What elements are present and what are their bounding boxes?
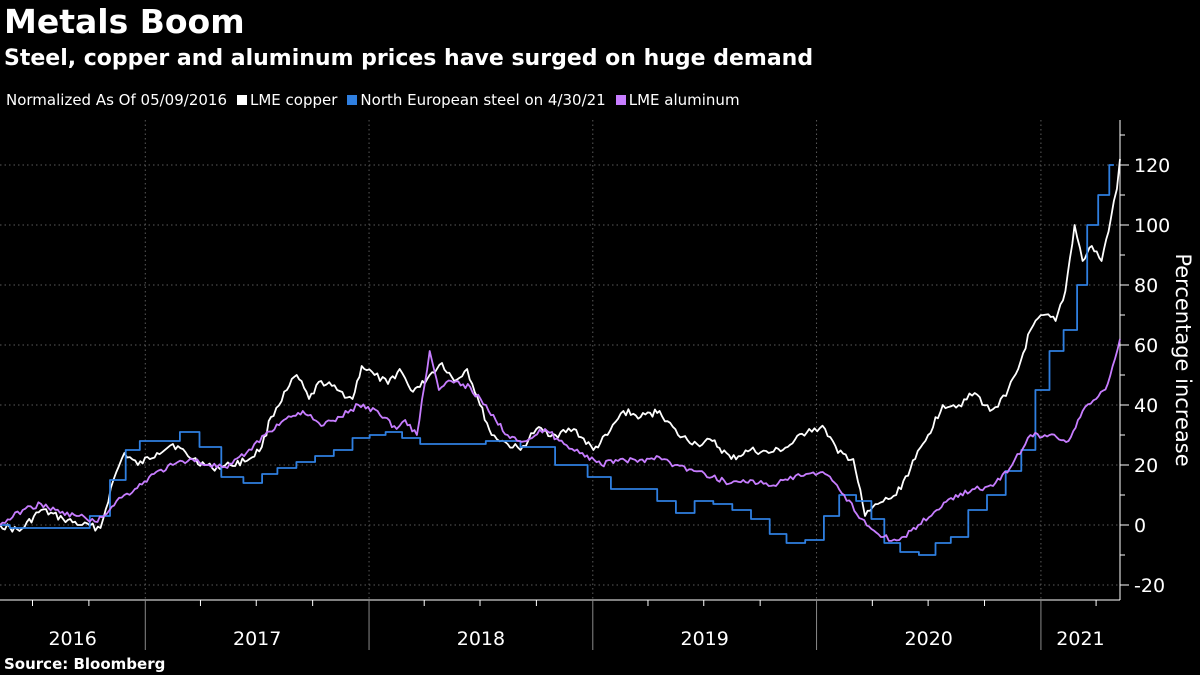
- legend-swatch-steel: [347, 95, 358, 105]
- x-tick-label-4: 2020: [905, 628, 953, 650]
- source-note: Source: Bloomberg: [4, 655, 166, 673]
- y-tick-label-3: 40: [1134, 395, 1158, 417]
- legend: Normalized As Of 05/09/2016 LME copper N…: [6, 90, 750, 110]
- y-tick-label-5: 80: [1134, 275, 1158, 297]
- x-tick-label-0: 2016: [48, 628, 96, 650]
- y-tick-label-4: 60: [1134, 335, 1158, 357]
- x-tick-label-2: 2018: [457, 628, 505, 650]
- series-lines: [0, 158, 1121, 556]
- chart-subtitle: Steel, copper and aluminum prices have s…: [4, 46, 814, 71]
- y-tick-label-2: 20: [1134, 455, 1158, 477]
- legend-swatch-aluminum: [615, 95, 626, 105]
- x-tick-label-1: 2017: [233, 628, 281, 650]
- y-axis-label: Percentage increase: [1171, 253, 1195, 467]
- gridlines: [0, 120, 1120, 600]
- y-tick-label-7: 120: [1134, 155, 1170, 177]
- y-tick-label-6: 100: [1134, 215, 1170, 237]
- x-tick-label-3: 2019: [680, 628, 728, 650]
- axes: -20 0 20 40 60 80 100 120 2016 2017 2018 2019 2020 20…: [0, 120, 1170, 650]
- x-tick-label-5: 2021: [1056, 628, 1104, 650]
- legend-entry-copper: LME copper: [237, 90, 337, 110]
- chart-title: Metals Boom: [4, 2, 245, 41]
- legend-entry-aluminum: LME aluminum: [615, 90, 740, 110]
- series-line-aluminum: [0, 338, 1121, 542]
- legend-swatch-copper: [237, 95, 247, 105]
- legend-normalization-note: Normalized As Of 05/09/2016: [6, 91, 227, 109]
- series-line-copper: [0, 158, 1121, 533]
- y-tick-label-1: 0: [1134, 515, 1146, 537]
- legend-label-aluminum: LME aluminum: [628, 91, 740, 109]
- legend-label-copper: LME copper: [250, 91, 338, 109]
- y-tick-label-0: -20: [1134, 575, 1165, 597]
- legend-label-steel: North European steel on 4/30/21: [360, 91, 606, 109]
- legend-entry-steel: North European steel on 4/30/21: [347, 90, 606, 110]
- series-line-steel: [0, 164, 1114, 556]
